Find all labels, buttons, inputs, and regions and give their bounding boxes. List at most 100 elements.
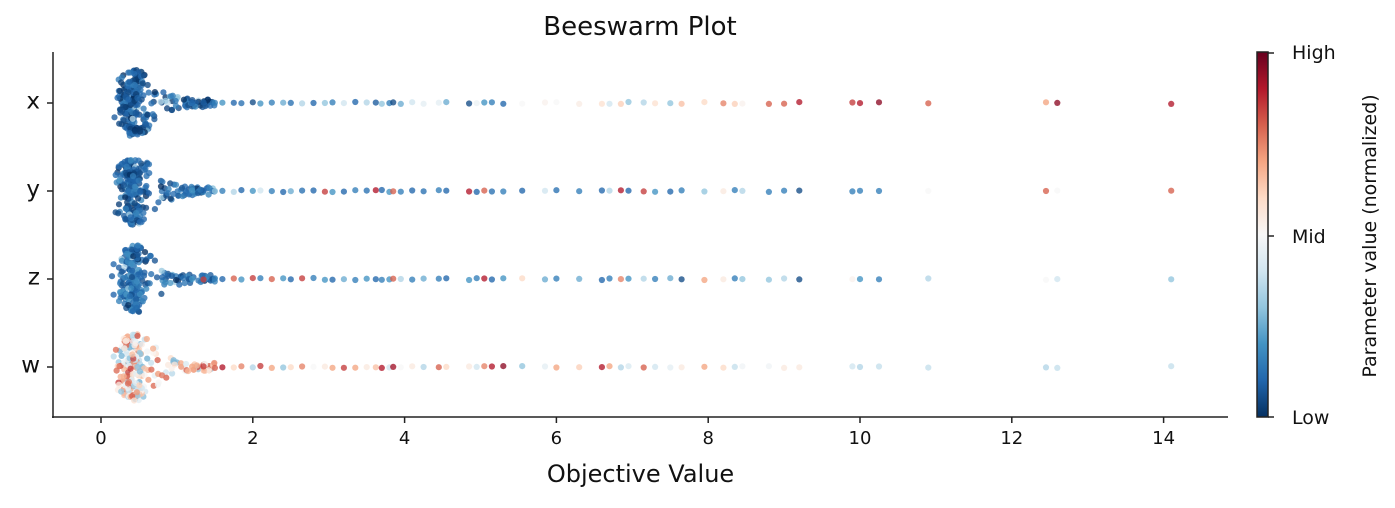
data-point [519, 363, 526, 370]
data-point [249, 187, 256, 194]
data-point [257, 362, 264, 370]
data-point [720, 276, 727, 283]
data-point [739, 100, 746, 107]
x-tick-label: 8 [702, 428, 714, 449]
colorbar [1256, 51, 1269, 418]
data-point [378, 100, 385, 107]
data-point [701, 99, 708, 106]
data-point [114, 94, 121, 101]
data-point [219, 187, 226, 194]
data-point [110, 261, 117, 268]
data-point [249, 275, 256, 282]
data-point [667, 100, 674, 107]
y-tick-label-y: y [26, 176, 40, 203]
data-point [606, 100, 613, 107]
data-point [409, 276, 416, 283]
data-point [172, 102, 179, 109]
data-point [144, 348, 151, 355]
data-point [435, 364, 442, 371]
data-point [321, 99, 328, 107]
data-point [299, 100, 306, 107]
data-point [189, 275, 196, 283]
data-point [617, 100, 625, 107]
data-point [168, 272, 175, 280]
colorbar-tick-high: High [1292, 42, 1336, 64]
data-point [211, 99, 218, 106]
y-tick-label-w: w [21, 352, 40, 379]
data-point [125, 187, 132, 194]
data-point [739, 276, 746, 283]
data-point [409, 187, 416, 194]
data-point [280, 275, 287, 282]
x-tick-label: 0 [95, 428, 107, 449]
data-point [150, 345, 157, 352]
data-point [310, 363, 317, 370]
data-point [640, 99, 647, 106]
data-point [140, 105, 147, 112]
data-point [397, 364, 404, 371]
data-point [598, 187, 606, 194]
data-point [443, 275, 450, 282]
data-point [363, 99, 370, 106]
data-point [124, 384, 132, 391]
data-point [115, 210, 122, 217]
data-point [200, 99, 207, 106]
data-point [121, 274, 128, 281]
data-point [500, 363, 507, 370]
data-point [171, 361, 178, 368]
data-point [925, 275, 932, 282]
data-point [154, 357, 161, 364]
data-point [466, 188, 473, 195]
data-point [268, 276, 275, 283]
data-point [151, 89, 158, 96]
x-tick-label: 10 [848, 428, 872, 449]
data-point [116, 87, 123, 94]
data-point [144, 111, 151, 118]
data-point [363, 187, 370, 194]
data-point [1042, 364, 1050, 371]
data-point [135, 195, 142, 202]
data-point [148, 366, 155, 373]
data-point [110, 291, 117, 298]
data-point [378, 186, 385, 194]
data-point [849, 188, 856, 195]
data-point [153, 274, 161, 281]
data-point [541, 187, 549, 194]
data-point [141, 365, 148, 372]
x-tick-label: 12 [1000, 428, 1024, 449]
data-point [181, 280, 188, 287]
data-point [189, 363, 196, 370]
data-point [329, 188, 336, 196]
data-point [488, 276, 495, 283]
data-point [146, 170, 153, 177]
data-point [131, 342, 138, 349]
data-point [781, 275, 788, 282]
data-point [739, 187, 746, 194]
data-point [136, 368, 143, 375]
data-point [157, 183, 165, 190]
data-point [139, 80, 146, 87]
data-point [167, 93, 175, 100]
data-point [519, 187, 526, 194]
data-point [219, 276, 226, 283]
data-point [137, 274, 144, 281]
data-point [145, 161, 153, 168]
data-point [128, 260, 135, 268]
data-point [640, 188, 647, 195]
data-point [397, 275, 404, 283]
data-point [765, 276, 773, 283]
data-point [781, 100, 788, 107]
data-point [576, 188, 583, 195]
data-point [340, 364, 347, 371]
data-point [257, 275, 264, 282]
data-point [136, 382, 143, 389]
data-point [143, 204, 150, 211]
data-point [701, 188, 708, 195]
data-point [134, 94, 141, 102]
data-point [667, 188, 674, 195]
data-point [125, 302, 132, 309]
colorbar-label: Parameter value (normalized) [1359, 94, 1381, 378]
data-point [310, 274, 317, 282]
data-point [137, 188, 144, 195]
data-point [397, 188, 404, 195]
